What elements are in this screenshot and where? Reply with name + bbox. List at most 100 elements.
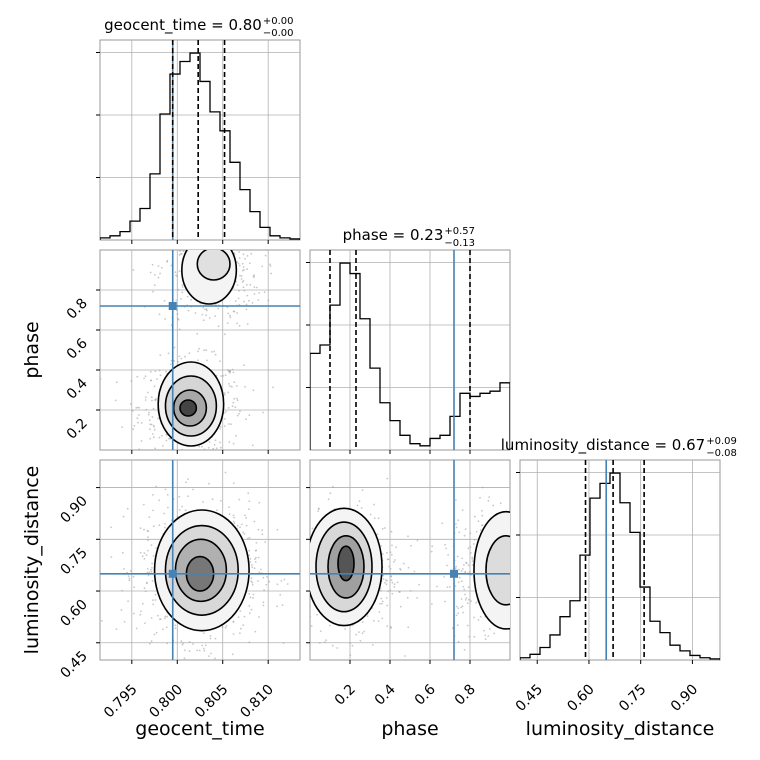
- sample-point: [409, 590, 412, 592]
- injection-marker: [450, 569, 458, 578]
- sample-point: [249, 557, 252, 560]
- sample-point: [211, 245, 213, 247]
- sample-point: [269, 265, 272, 267]
- sample-point: [221, 626, 224, 628]
- sample-point: [276, 605, 278, 608]
- sample-point: [165, 439, 168, 442]
- sample-point: [236, 312, 239, 314]
- panel-frame: [309, 249, 511, 451]
- sample-point: [185, 481, 187, 484]
- sample-point: [455, 499, 457, 501]
- sample-point: [232, 442, 235, 445]
- sample-point: [380, 602, 383, 605]
- sample-point: [250, 252, 253, 255]
- title-upper-error: +0.57: [444, 226, 475, 237]
- sample-point: [458, 568, 460, 571]
- sample-point: [223, 392, 226, 395]
- sample-point: [167, 247, 169, 249]
- sample-point: [219, 240, 221, 242]
- sample-point: [260, 568, 262, 571]
- sample-point: [235, 247, 237, 249]
- sample-point: [463, 588, 466, 591]
- sample-point: [349, 654, 352, 657]
- sample-point: [168, 437, 170, 440]
- title-lower-error: −0.00: [263, 28, 294, 39]
- sample-point: [517, 550, 519, 552]
- sample-point: [469, 546, 472, 548]
- sample-point: [431, 603, 433, 605]
- sample-point: [238, 251, 241, 253]
- sample-point: [152, 290, 154, 293]
- sample-point: [186, 675, 188, 677]
- sample-point: [264, 541, 267, 543]
- sample-point: [213, 350, 216, 353]
- sample-point: [247, 537, 249, 540]
- sample-point: [229, 385, 231, 387]
- sample-point: [279, 593, 282, 596]
- sample-point: [516, 579, 518, 581]
- sample-point: [179, 250, 182, 253]
- sample-point: [233, 397, 236, 400]
- sample-point: [152, 525, 155, 528]
- sample-point: [220, 248, 222, 250]
- sample-point: [253, 567, 256, 570]
- sample-point: [303, 536, 305, 538]
- sample-point: [466, 602, 469, 605]
- sample-point: [121, 589, 123, 592]
- sample-point: [127, 600, 129, 603]
- sample-point: [373, 503, 375, 506]
- sample-point: [149, 428, 151, 431]
- sample-point: [243, 268, 246, 271]
- sample-point: [243, 615, 246, 618]
- sample-point: [175, 299, 178, 302]
- sample-point: [418, 583, 420, 586]
- sample-point: [465, 597, 468, 599]
- sample-point: [466, 624, 469, 627]
- sample-point: [484, 638, 487, 641]
- sample-point: [140, 610, 142, 613]
- sample-point: [169, 363, 172, 366]
- density-layer: [100, 240, 274, 450]
- sample-point: [516, 620, 518, 622]
- sample-point: [356, 504, 359, 507]
- sample-point: [245, 517, 248, 519]
- sample-point: [389, 589, 392, 592]
- sample-point: [386, 551, 388, 554]
- sample-point: [147, 391, 149, 394]
- sample-point: [147, 413, 150, 416]
- sample-point: [150, 640, 153, 643]
- sample-point: [163, 512, 166, 515]
- sample-point: [373, 619, 375, 622]
- histogram-phase: phase = 0.23 +0.57−0.13: [306, 226, 511, 451]
- sample-point: [455, 526, 458, 529]
- sample-point: [355, 633, 358, 636]
- sample-point: [181, 284, 184, 286]
- sample-point: [252, 593, 255, 596]
- sample-point: [245, 524, 248, 527]
- sample-point: [481, 509, 483, 512]
- sample-point: [187, 309, 190, 312]
- sample-point: [174, 627, 177, 630]
- sample-point: [198, 244, 200, 246]
- sample-point: [140, 247, 142, 249]
- sample-point: [159, 374, 162, 377]
- sample-point: [211, 241, 213, 243]
- sample-point: [251, 581, 254, 584]
- sample-point: [150, 379, 153, 382]
- sample-point: [517, 562, 519, 564]
- sample-point: [153, 633, 156, 636]
- sample-point: [509, 675, 511, 677]
- sample-point: [255, 556, 257, 559]
- title-upper-error: +0.09: [706, 436, 737, 447]
- sample-point: [144, 399, 147, 401]
- sample-point: [228, 370, 230, 372]
- sample-point: [177, 288, 180, 291]
- sample-point: [244, 514, 247, 517]
- sample-point: [228, 383, 230, 385]
- sample-point: [481, 486, 484, 489]
- sample-point: [463, 534, 466, 537]
- sample-point: [460, 580, 463, 583]
- sample-point: [121, 551, 124, 554]
- sample-point: [380, 597, 383, 600]
- sample-point: [174, 624, 177, 627]
